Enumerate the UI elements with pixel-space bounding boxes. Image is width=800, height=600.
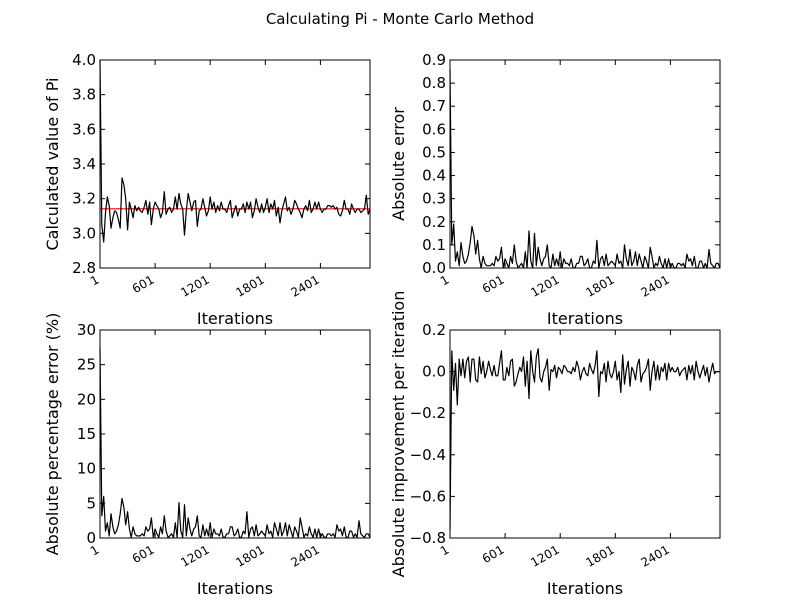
- y-tick-label: −0.2: [410, 404, 446, 422]
- y-tick-label: 0.5: [422, 143, 446, 161]
- x-tick-label: 1201: [178, 272, 211, 299]
- y-axis-label: Absolute percentage error (%): [43, 313, 62, 556]
- x-axis-label: Iterations: [197, 309, 273, 328]
- y-tick-label: 0.1: [422, 236, 446, 254]
- y-tick-label: 3.2: [72, 190, 96, 208]
- x-tick-label: 1801: [233, 542, 266, 569]
- x-tick-label: 1: [438, 542, 452, 558]
- x-tick-label: 1201: [528, 272, 561, 299]
- x-tick-label: 601: [130, 272, 157, 296]
- x-tick-label: 2401: [288, 542, 321, 569]
- x-tick-label: 601: [130, 542, 157, 566]
- x-tick-label: 1: [88, 272, 102, 288]
- y-tick-label: −0.6: [410, 487, 446, 505]
- y-tick-label: 3.8: [72, 86, 96, 104]
- x-tick-label: 1801: [583, 542, 616, 569]
- y-tick-label: 20: [77, 390, 96, 408]
- series-line: [99, 59, 371, 243]
- y-tick-label: 0.2: [422, 321, 446, 339]
- y-tick-label: 3.0: [72, 224, 96, 242]
- y-tick-label: 0.0: [422, 363, 446, 381]
- y-tick-label: 0.4: [422, 167, 446, 185]
- y-tick-label: 0.8: [422, 74, 446, 92]
- y-axis-label: Absolute error: [389, 107, 408, 221]
- figure-title: Calculating Pi - Monte Carlo Method: [265, 10, 535, 28]
- x-tick-label: 2401: [638, 272, 671, 299]
- plot-frame: [99, 59, 371, 269]
- x-tick-label: 2401: [638, 542, 671, 569]
- series-line: [99, 348, 371, 538]
- subplot-3: 0 5 10 15 20 25 30 1 601 1201 1801 2401 Iterations Ab…: [43, 313, 371, 598]
- x-axis-label: Iterations: [197, 579, 273, 598]
- plot-frame: [99, 329, 371, 539]
- y-tick-label: 0.3: [422, 190, 446, 208]
- y-tick-label: 5: [86, 494, 96, 512]
- y-tick-label: −0.4: [410, 446, 446, 464]
- series-line: [449, 69, 721, 269]
- y-tick-label: 0.9: [422, 51, 446, 69]
- y-tick-label: 3.4: [72, 155, 96, 173]
- x-axis-label: Iterations: [547, 579, 623, 598]
- series-line: [449, 348, 720, 530]
- plot-frame: [449, 329, 721, 539]
- x-tick-label: 1801: [583, 272, 616, 299]
- plot-frame: [449, 59, 721, 269]
- x-tick-label: 1: [438, 272, 452, 288]
- y-tick-label: 2.8: [72, 259, 96, 277]
- x-axis-label: Iterations: [547, 309, 623, 328]
- x-tick-label: 601: [480, 272, 507, 296]
- x-tick-label: 601: [480, 542, 507, 566]
- y-axis-label: Absolute improvement per iteration: [389, 291, 408, 578]
- subplot-2: 0.0 0.1 0.2 0.3 0.4 0.5 0.6 0.7 0.8 0.9 1 601 1201 18…: [389, 51, 721, 328]
- y-tick-label: 0.6: [422, 120, 446, 138]
- x-tick-label: 1201: [178, 542, 211, 569]
- x-tick-label: 2401: [288, 272, 321, 299]
- y-tick-label: 10: [77, 460, 96, 478]
- y-tick-label: 4.0: [72, 51, 96, 69]
- y-tick-label: 0.7: [422, 97, 446, 115]
- y-tick-label: 0.2: [422, 213, 446, 231]
- subplot-4: −0.8 −0.6 −0.4 −0.2 0.0 0.2 1 601 1201 1801 2401 It…: [389, 291, 721, 598]
- y-tick-label: 0: [86, 529, 96, 547]
- y-tick-label: 30: [77, 321, 96, 339]
- x-tick-label: 1201: [528, 542, 561, 569]
- y-tick-label: 3.6: [72, 120, 96, 138]
- x-tick-label: 1801: [233, 272, 266, 299]
- subplot-1: 2.8 3.0 3.2 3.4 3.6 3.8 4.0 1 601 1201 1801 2401 Ite…: [43, 51, 371, 328]
- y-tick-label: −0.8: [410, 529, 446, 547]
- y-tick-label: 0.0: [422, 259, 446, 277]
- y-tick-label: 25: [77, 356, 96, 374]
- x-tick-label: 1: [88, 542, 102, 558]
- y-tick-label: 15: [77, 425, 96, 443]
- y-axis-label: Calculated value of Pi: [43, 77, 62, 250]
